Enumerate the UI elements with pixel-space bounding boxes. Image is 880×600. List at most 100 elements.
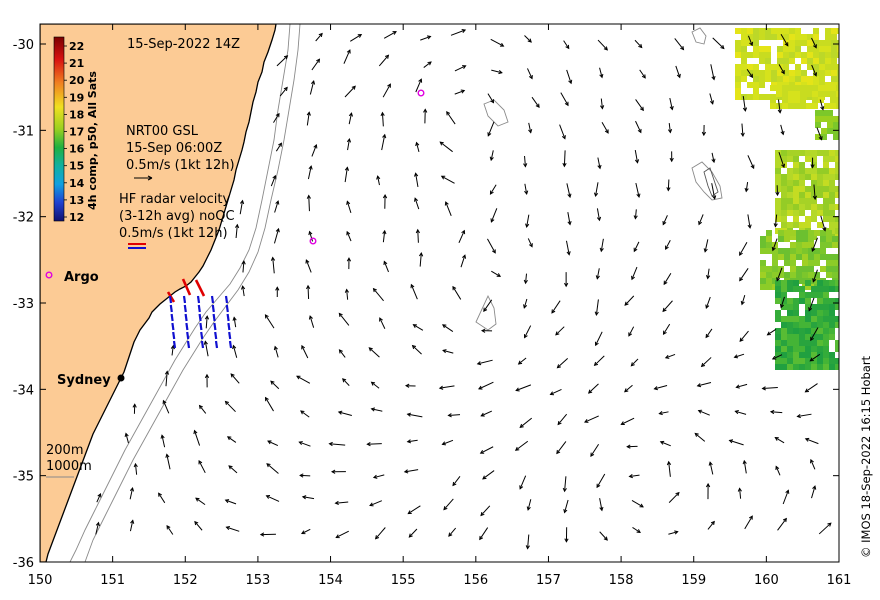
sst-pixel — [787, 280, 793, 286]
sst-pixel — [811, 156, 817, 162]
sst-pixel — [787, 358, 793, 364]
current-arrow — [777, 99, 782, 114]
sst-pixel — [823, 192, 829, 198]
sst-pixel — [793, 198, 799, 204]
sst-pixel — [759, 82, 765, 88]
sst-pixel — [747, 82, 753, 88]
current-arrow — [600, 98, 605, 110]
current-arrow — [308, 315, 315, 328]
sst-pixel — [787, 222, 793, 228]
current-arrow — [440, 175, 455, 184]
lon-tick-label: 155 — [391, 573, 416, 588]
sst-pixel — [766, 278, 772, 284]
sst-pixel — [835, 228, 839, 234]
hf-vector-blue — [183, 304, 187, 313]
sst-pixel — [807, 46, 813, 52]
sst-pixel — [799, 364, 805, 370]
sst-pixel — [811, 322, 817, 328]
sst-pixel — [802, 242, 808, 248]
hf-vector-blue — [185, 322, 189, 331]
current-arrow — [776, 267, 783, 282]
current-arrow — [707, 520, 715, 530]
sst-pixel — [805, 304, 811, 310]
sst-pixel — [829, 204, 835, 210]
current-arrow — [710, 64, 716, 81]
sst-pixel — [796, 248, 802, 254]
current-arrow — [639, 69, 646, 79]
hf-legend-line3: 0.5m/s (1kt 12h) — [119, 226, 228, 241]
sst-pixel — [829, 156, 835, 162]
sst-pixel — [766, 242, 772, 248]
sst-pixel — [805, 358, 811, 364]
current-arrow — [782, 489, 790, 505]
sst-pixel — [813, 64, 819, 70]
sst-pixel — [735, 76, 741, 82]
sst-pixel — [805, 168, 811, 174]
sst-pixel — [753, 88, 759, 94]
current-arrow — [811, 237, 818, 253]
current-arrow — [410, 283, 418, 300]
sst-pixel — [825, 52, 831, 58]
current-arrow — [778, 64, 785, 75]
sst-pixel — [787, 316, 793, 322]
sst-pixel — [835, 186, 839, 192]
current-arrow — [166, 525, 174, 535]
current-arrow — [705, 482, 711, 500]
lon-tick-label: 152 — [173, 573, 198, 588]
sst-pixel — [793, 358, 799, 364]
sst-pixel — [829, 322, 835, 328]
sst-pixel — [775, 298, 781, 304]
sst-pixel — [788, 103, 794, 109]
current-arrow — [298, 441, 311, 447]
sst-pixel — [837, 46, 839, 52]
sst-pixel — [787, 150, 793, 156]
current-arrow — [438, 385, 455, 390]
sst-pixel — [795, 70, 801, 76]
sst-pixel — [811, 352, 817, 358]
lon-tick-label: 161 — [827, 573, 852, 588]
sst-pixel — [805, 204, 811, 210]
sst-pixel — [787, 364, 793, 370]
current-arrow — [780, 34, 789, 47]
sst-pixel — [835, 174, 839, 180]
current-arrow — [662, 300, 673, 313]
sst-pixel — [811, 180, 817, 186]
current-arrow — [95, 521, 100, 535]
sst-pixel — [823, 364, 829, 370]
sst-pixel — [829, 298, 835, 304]
hf-vector-blue — [184, 313, 188, 322]
sst-pixel — [759, 34, 765, 40]
sst-pixel — [811, 292, 817, 298]
sst-pixel — [735, 52, 741, 58]
argo-label: Argo — [64, 270, 99, 285]
sst-pixel — [832, 242, 838, 248]
sst-pixel — [753, 34, 759, 40]
current-arrow — [630, 358, 639, 367]
isobath-1000m — [84, 24, 301, 562]
sst-pixel — [829, 168, 835, 174]
sst-pixel — [775, 180, 781, 186]
sst-pixel — [793, 150, 799, 156]
current-arrow — [667, 123, 673, 134]
current-arrow — [779, 296, 785, 309]
sst-pixel — [837, 40, 839, 46]
current-arrow — [203, 340, 209, 357]
current-arrow — [514, 440, 529, 451]
lon-tick-label: 158 — [609, 573, 634, 588]
gsl-legend: NRT00 GSL 15-Sep 06:00Z 0.5m/s (1kt 12h) — [126, 124, 235, 181]
current-arrow — [708, 461, 714, 475]
colorbar-tick-label: 19 — [69, 91, 84, 104]
lon-tick-label: 150 — [28, 573, 53, 588]
current-arrow — [442, 349, 454, 354]
current-arrow — [703, 239, 709, 253]
sst-pixel — [820, 242, 826, 248]
sst-pixel — [781, 316, 787, 322]
current-arrow — [631, 500, 644, 508]
sst-pixel — [781, 328, 787, 334]
sst-pixel — [829, 216, 835, 222]
sst-pixel — [802, 266, 808, 272]
sst-pixel — [829, 280, 835, 286]
sst-pixel — [741, 52, 747, 58]
sst-pixel — [793, 310, 799, 316]
sst-pixel — [784, 236, 790, 242]
